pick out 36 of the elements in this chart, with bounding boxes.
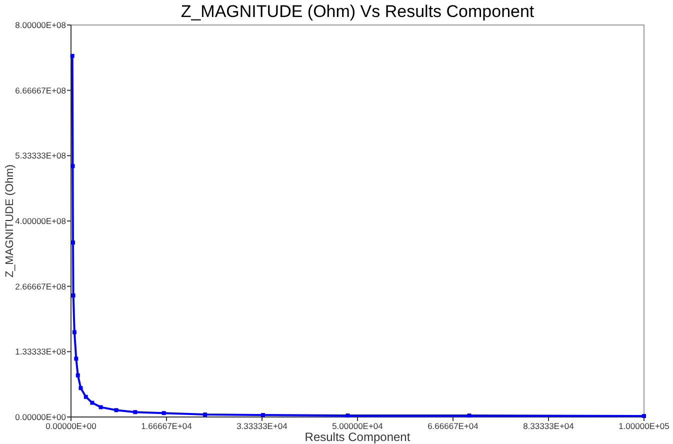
point: [70, 54, 74, 58]
x-tick-label: 5.00000E+04: [332, 421, 384, 431]
y-axis-title: Z_MAGNITUDE (Ohm): [4, 164, 16, 278]
point: [203, 412, 208, 417]
y-tick-label: 4.00000E+08: [15, 216, 66, 226]
y-tick-label: 0.00000E+00: [15, 412, 66, 422]
point: [72, 330, 76, 334]
point: [84, 394, 88, 399]
point: [76, 373, 80, 378]
point: [71, 293, 76, 298]
point: [133, 410, 138, 414]
point: [98, 405, 103, 410]
x-tick-label: 0.00000E+00: [46, 421, 97, 431]
x-tick-label: 8.33333E+04: [523, 421, 574, 431]
x-tick-label: 1.66667E+04: [141, 421, 192, 431]
point: [70, 164, 75, 168]
point: [642, 414, 646, 418]
point: [71, 240, 76, 245]
point: [467, 414, 472, 418]
y-tick-label: 2.66667E+08: [15, 281, 66, 292]
point: [114, 408, 118, 412]
x-tick-label: 1.00000E+05: [618, 421, 670, 431]
point: [78, 386, 83, 390]
chart-title: Z_MAGNITUDE (Ohm) Vs Results Component: [180, 2, 534, 21]
y-tick-label: 5.33333E+08: [15, 150, 66, 161]
point: [260, 413, 265, 418]
x-axis-title: Results Component: [304, 430, 411, 444]
y-tick-label: 6.66667E+08: [15, 85, 66, 96]
y-tick-label: 8.00000E+08: [15, 20, 66, 30]
point: [162, 411, 166, 416]
point: [346, 414, 350, 418]
y-tick-label: 1.33333E+08: [15, 346, 66, 357]
point: [74, 356, 78, 361]
x-tick-label: 6.66667E+04: [428, 421, 479, 431]
point: [90, 400, 94, 405]
x-tick-label: 3.33333E+04: [236, 421, 288, 431]
